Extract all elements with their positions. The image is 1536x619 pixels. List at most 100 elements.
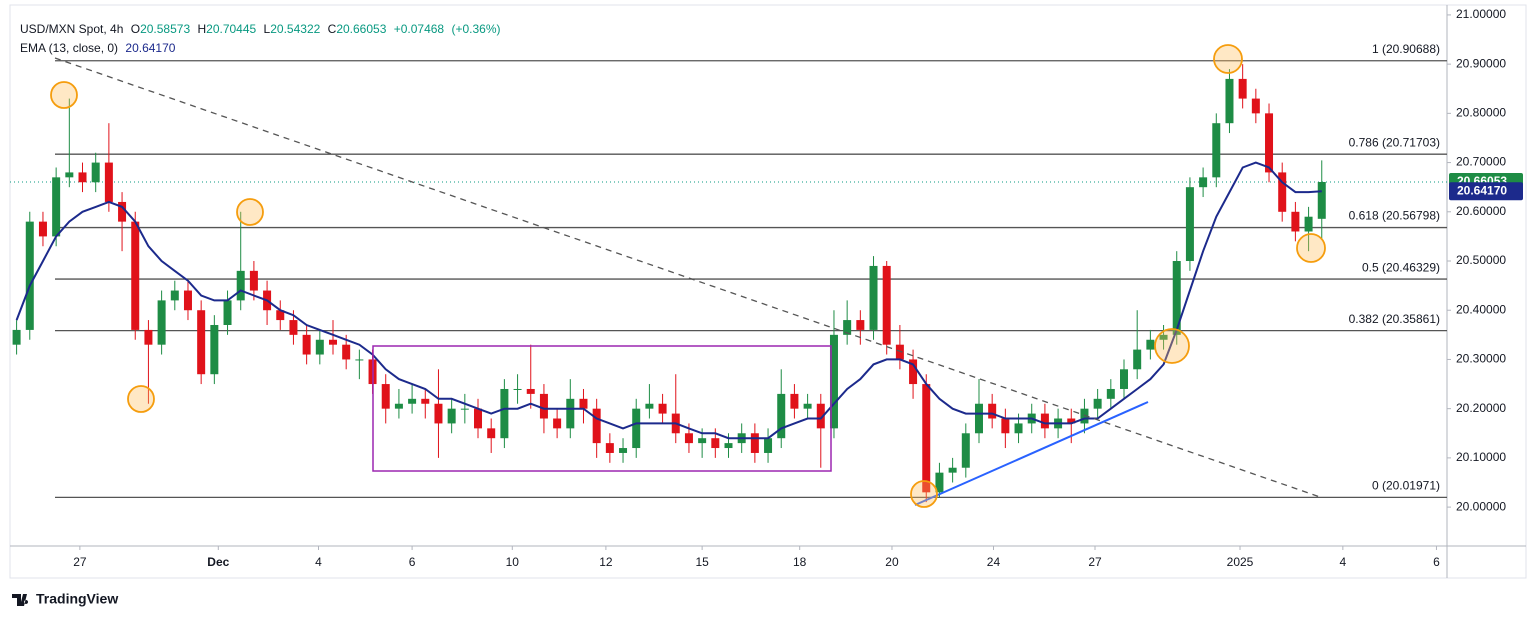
candle-body [869,265,878,330]
candle-body [355,359,364,361]
candle-body [592,408,601,444]
candle-body [1225,78,1234,124]
l-value: 20.54322 [270,22,320,36]
change-pct: (+0.36%) [451,22,500,36]
ema-price-tag-box [1449,182,1523,201]
x-tick-label: 27 [73,555,87,569]
o-value: 20.58573 [140,22,190,36]
candle-body [816,403,825,429]
candle-body [1159,334,1168,340]
candle-body [249,270,258,291]
candle-body [25,221,34,330]
candle-body [539,393,548,419]
candle-body [856,320,865,330]
candle-body [1199,177,1208,188]
fib-label: 0 (20.01971) [1372,479,1440,493]
highlight-circle [1213,44,1243,74]
x-tick-label: 4 [1340,555,1347,569]
candle-body [1278,172,1287,212]
candle-body [619,448,628,453]
candle-body [381,384,390,409]
x-tick-label: 27 [1088,555,1102,569]
candle-body [328,339,337,345]
candle-body [210,324,219,375]
x-tick-label: 10 [506,555,520,569]
candle-body [790,393,799,409]
candle-body [1185,187,1194,262]
y-tick-label: 20.70000 [1456,155,1506,169]
highlight-circle [1296,233,1326,263]
candle-body [144,329,153,345]
candle-body [909,359,918,385]
candle-body [183,290,192,311]
candle-body [157,300,166,345]
candle-body [803,403,812,409]
candle-body [12,329,21,345]
l-label: L [264,22,271,36]
candle-body [513,388,522,390]
candle-body [1304,216,1313,232]
candle-body [1120,369,1129,389]
candle-body [236,270,245,301]
candle-body [1172,261,1181,335]
candle-body [645,403,654,409]
candle-body [38,221,47,237]
candle-body [315,339,324,355]
x-tick-label: 12 [599,555,613,569]
x-tick-label: Dec [207,555,229,569]
candle-body [447,408,456,424]
candle-body [553,418,562,429]
candle-body [460,408,469,410]
ema-price-tag-text: 20.64170 [1457,183,1507,197]
candle-body [276,310,285,321]
candle-body [605,443,614,453]
candle-body [342,344,351,360]
candle-body [65,172,74,178]
ema-value: 20.64170 [125,41,175,55]
candle-body [684,433,693,444]
highlight-circle [236,198,264,226]
candle-body [698,438,707,444]
candle-body [434,403,443,424]
candle-body [487,428,496,439]
candle-body [1212,123,1221,178]
candle-body [1106,388,1115,399]
candle-body [1093,398,1102,409]
candle-body [1146,339,1155,350]
candle-body [170,290,179,301]
candle-body [223,300,232,325]
candle-body [764,438,773,453]
c-value: 20.66053 [336,22,386,36]
frame [9,4,1527,579]
candle-body [197,310,206,375]
candle-body [1251,98,1260,114]
candle-body [711,438,720,449]
candle-body [118,201,127,222]
header-ema: EMA (13, close, 0) 20.64170 [20,41,176,55]
highlight-circle [910,480,938,508]
y-tick-label: 20.90000 [1456,56,1506,70]
brand: TradingView [12,591,118,607]
candle-body [91,162,100,183]
o-label: O [131,22,140,36]
fib-label: 0.618 (20.56798) [1349,209,1440,223]
candle-body [1291,211,1300,232]
y-tick-label: 20.10000 [1456,450,1506,464]
candle-body [777,393,786,439]
candle-body [1317,182,1326,219]
candle-body [474,408,483,429]
y-tick-label: 20.50000 [1456,253,1506,267]
candle-body [78,172,87,183]
header-ohlc: USD/MXN Spot, 4h O20.58573 H20.70445 L20… [20,22,500,36]
y-tick-label: 21.00000 [1456,7,1506,21]
symbol: USD/MXN Spot, 4h [20,22,123,36]
candle-body [658,403,667,414]
x-tick-label: 18 [793,555,807,569]
change: +0.07468 [394,22,445,36]
trendline-down [54,57,1321,498]
range-box [372,345,832,472]
ema-line [15,161,1322,440]
trendline-up [914,401,1149,506]
